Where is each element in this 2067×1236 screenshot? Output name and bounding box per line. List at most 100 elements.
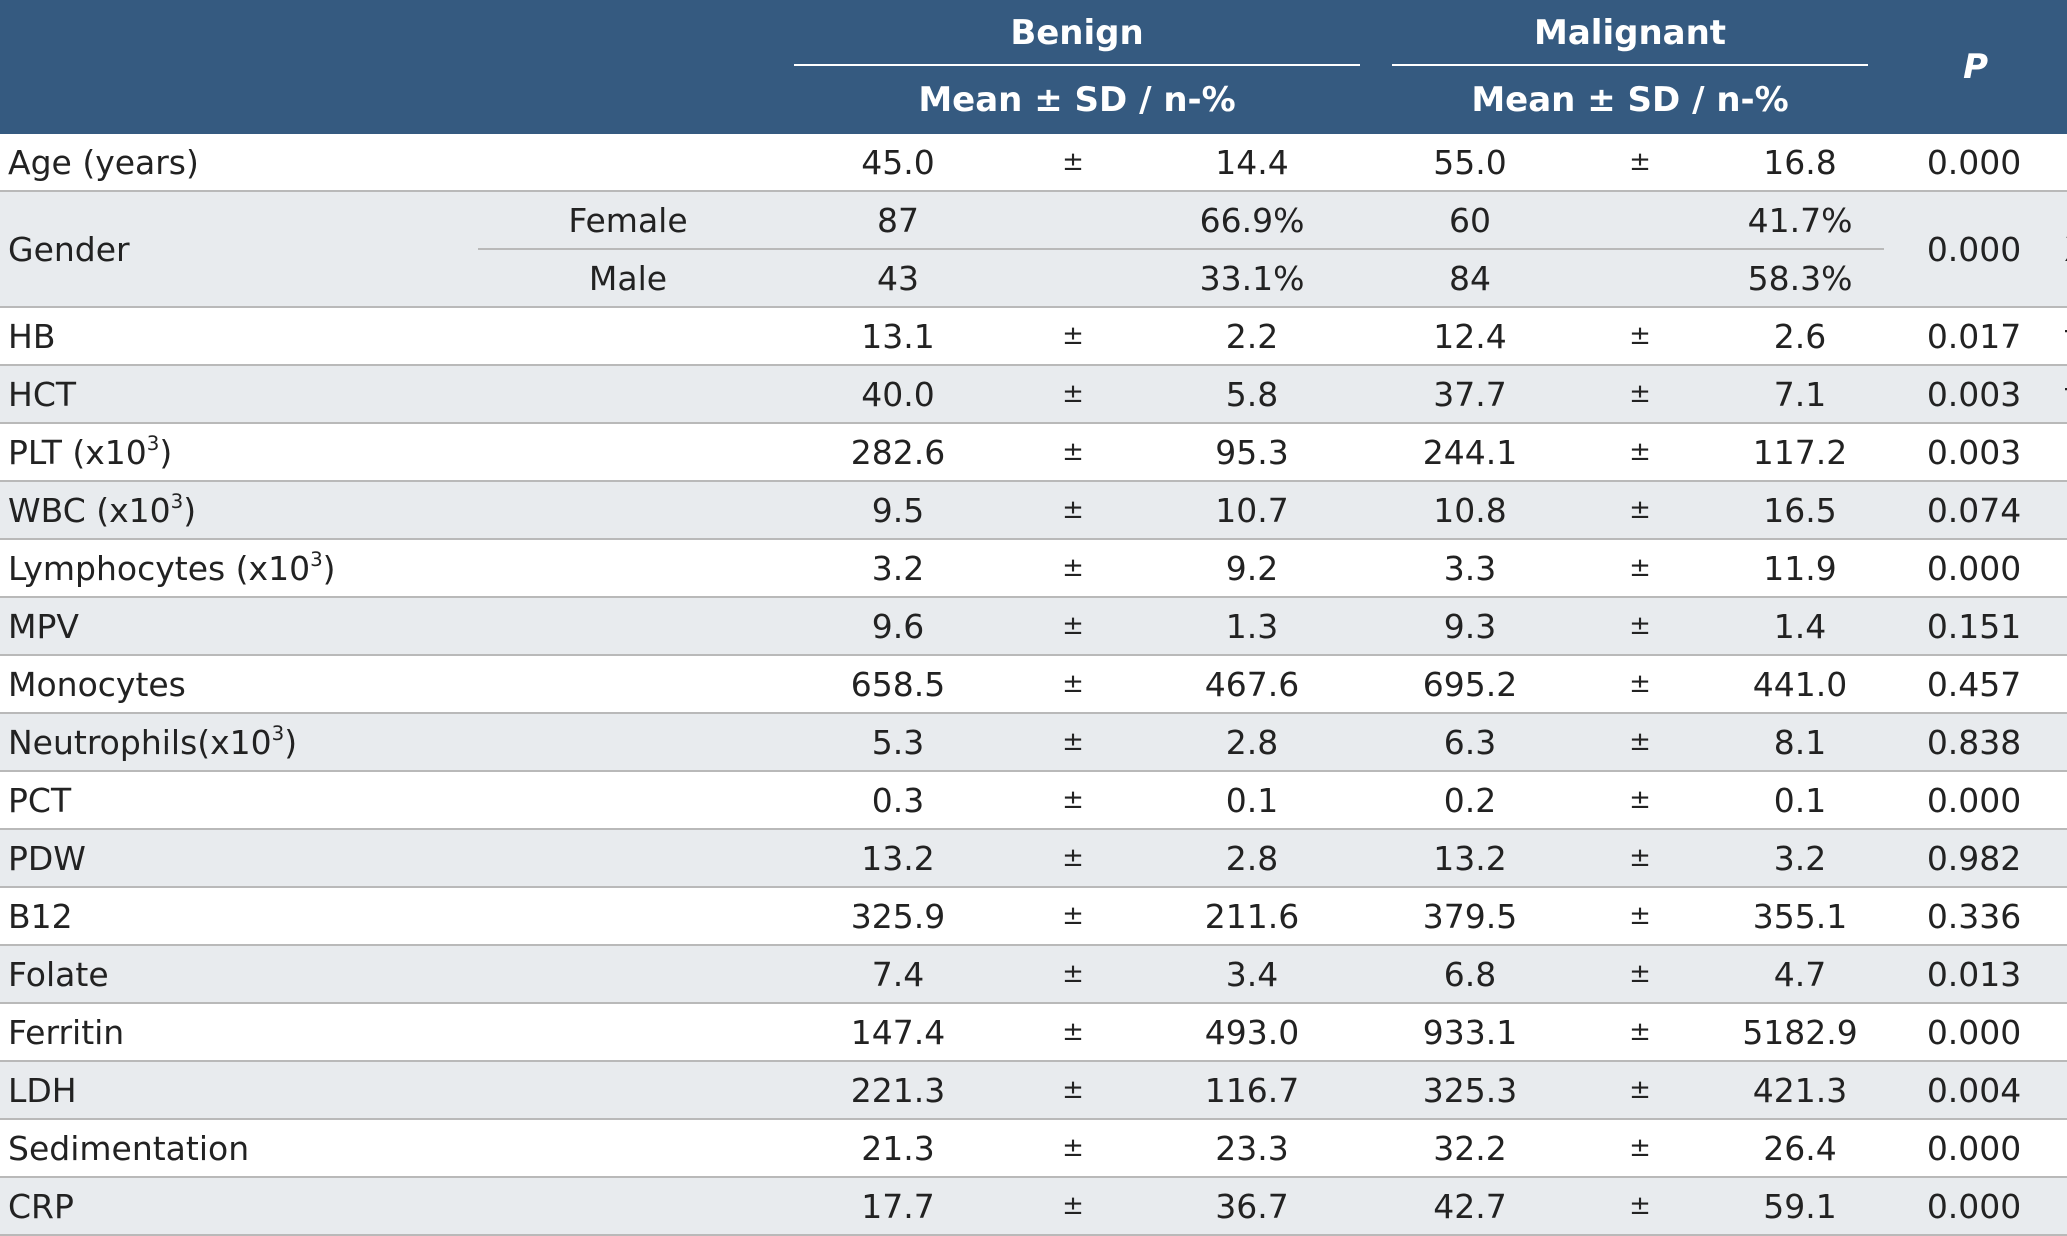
- p-value: 0.336: [1884, 887, 2065, 946]
- p-value: 0.838: [1884, 713, 2065, 772]
- p-value: 0.000: [1884, 191, 2065, 308]
- row-label: MPV: [0, 597, 778, 656]
- plus-minus: ±: [1564, 887, 1717, 946]
- malignant-sd: 5182.9: [1716, 1003, 1885, 1062]
- benign-sd: 95.3: [1128, 423, 1377, 482]
- table-header: Benign Malignant P Mean ± SD / n-% Mean …: [0, 0, 2067, 134]
- gender-male-label: Male: [478, 249, 778, 308]
- test-type: t: [2064, 307, 2067, 366]
- plus-minus: ±: [1018, 1177, 1128, 1236]
- row-label: B12: [0, 887, 778, 946]
- malignant-mean: 42.7: [1376, 1177, 1565, 1236]
- plus-minus: ±: [1018, 134, 1128, 192]
- blank: [1018, 249, 1128, 308]
- benign-mean: 9.5: [778, 481, 1018, 540]
- row-label: Lymphocytes (x103): [0, 539, 778, 598]
- row-label: Neutrophils(x103): [0, 713, 778, 772]
- malignant-sd: 421.3: [1716, 1061, 1885, 1120]
- plus-minus: ±: [1018, 887, 1128, 946]
- header-benign: Benign: [778, 0, 1377, 66]
- benign-sd: 211.6: [1128, 887, 1377, 946]
- plus-minus: ±: [1564, 713, 1717, 772]
- malignant-mean: 6.8: [1376, 945, 1565, 1004]
- table-row-gender-male: Male 43 33.1% 84 58.3%: [0, 249, 2067, 308]
- plus-minus: ±: [1018, 1003, 1128, 1062]
- benign-sd: 5.8: [1128, 365, 1377, 424]
- benign-mean: 45.0: [778, 134, 1018, 192]
- benign-percent: 66.9%: [1128, 191, 1377, 250]
- row-label: CRP: [0, 1177, 778, 1236]
- benign-sd: 10.7: [1128, 481, 1377, 540]
- malignant-sd: 16.5: [1716, 481, 1885, 540]
- table-row: Age (years)45.0±14.455.0±16.80.000m: [0, 134, 2067, 192]
- row-label: Folate: [0, 945, 778, 1004]
- benign-mean: 17.7: [778, 1177, 1018, 1236]
- p-value: 0.003: [1884, 365, 2065, 424]
- header-blank: [0, 0, 778, 66]
- p-value: 0.003: [1884, 423, 2065, 482]
- blank: [1018, 191, 1128, 250]
- plus-minus: ±: [1018, 365, 1128, 424]
- table-row: Neutrophils(x103)5.3±2.86.3±8.10.838m: [0, 713, 2067, 772]
- blank: [1564, 249, 1717, 308]
- test-type: m: [2064, 481, 2067, 540]
- test-type: X²: [2064, 191, 2067, 308]
- test-type: m: [2064, 423, 2067, 482]
- benign-mean: 282.6: [778, 423, 1018, 482]
- test-type: m: [2064, 887, 2067, 946]
- plus-minus: ±: [1564, 655, 1717, 714]
- malignant-mean: 12.4: [1376, 307, 1565, 366]
- benign-mean: 9.6: [778, 597, 1018, 656]
- row-label: Gender: [0, 191, 478, 308]
- malignant-percent: 58.3%: [1716, 249, 1885, 308]
- malignant-mean: 10.8: [1376, 481, 1565, 540]
- malignant-sd: 26.4: [1716, 1119, 1885, 1178]
- gender-female-label: Female: [478, 191, 778, 250]
- malignant-sd: 4.7: [1716, 945, 1885, 1004]
- malignant-mean: 325.3: [1376, 1061, 1565, 1120]
- test-type: m: [2064, 134, 2067, 192]
- plus-minus: ±: [1564, 307, 1717, 366]
- plus-minus: ±: [1564, 539, 1717, 598]
- table-row: WBC (x103)9.5±10.710.8±16.50.074m: [0, 481, 2067, 540]
- test-type: m: [2064, 539, 2067, 598]
- benign-sd: 23.3: [1128, 1119, 1377, 1178]
- test-type: m: [2064, 945, 2067, 1004]
- plus-minus: ±: [1018, 307, 1128, 366]
- plus-minus: ±: [1564, 945, 1717, 1004]
- benign-mean: 3.2: [778, 539, 1018, 598]
- p-value: 0.000: [1884, 771, 2065, 830]
- benign-mean: 13.2: [778, 829, 1018, 888]
- malignant-sd: 7.1: [1716, 365, 1885, 424]
- plus-minus: ±: [1018, 481, 1128, 540]
- plus-minus: ±: [1564, 1061, 1717, 1120]
- plus-minus: ±: [1018, 539, 1128, 598]
- malignant-mean: 32.2: [1376, 1119, 1565, 1178]
- p-value: 0.004: [1884, 1061, 2065, 1120]
- plus-minus: ±: [1564, 829, 1717, 888]
- benign-mean: 13.1: [778, 307, 1018, 366]
- plus-minus: ±: [1564, 597, 1717, 656]
- plus-minus: ±: [1564, 1177, 1717, 1236]
- test-type: m: [2064, 655, 2067, 714]
- p-value: 0.982: [1884, 829, 2065, 888]
- malignant-sd: 2.6: [1716, 307, 1885, 366]
- test-type: m: [2064, 713, 2067, 772]
- test-type: m: [2064, 829, 2067, 888]
- row-label: PLT (x103): [0, 423, 778, 482]
- malignant-sd: 441.0: [1716, 655, 1885, 714]
- test-type: m: [2064, 1061, 2067, 1120]
- p-value: 0.000: [1884, 1003, 2065, 1062]
- p-value: 0.000: [1884, 1177, 2065, 1236]
